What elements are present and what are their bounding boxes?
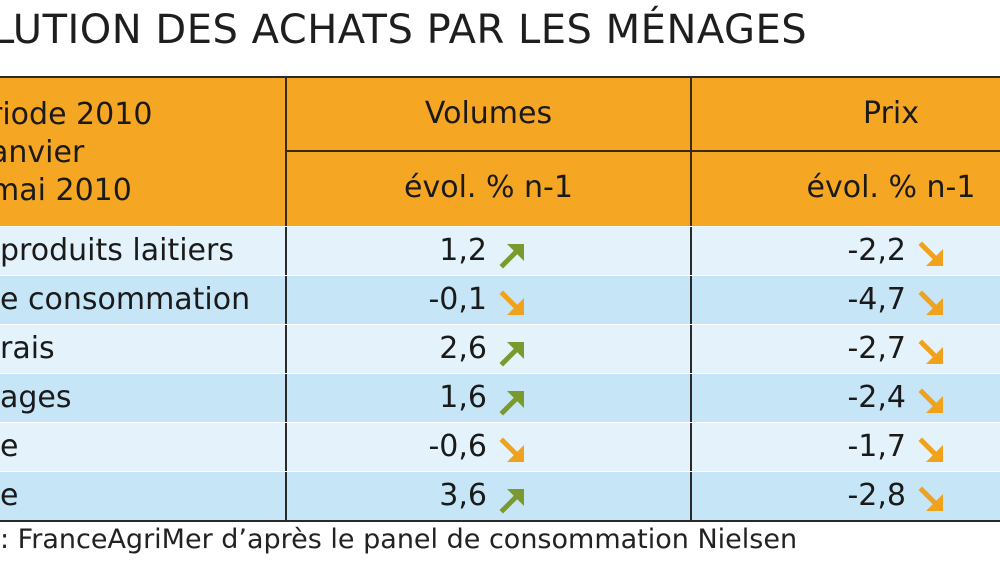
- arrow-down-icon: [916, 384, 946, 414]
- prix-value: -2,2: [847, 233, 906, 268]
- table-header: riode 2010 anvier mai 2010 Volumes Prix …: [0, 76, 1000, 226]
- volumes-evol-header: évol. % n-1: [404, 170, 573, 205]
- row-divider-2: [690, 374, 692, 422]
- period-line-1: riode 2010: [0, 97, 153, 132]
- arrow-down-icon: [916, 433, 946, 463]
- arrow-down-icon: [916, 482, 946, 512]
- table-row: rais 2,6 -2,7: [0, 324, 1000, 373]
- period-header: riode 2010 anvier mai 2010: [0, 96, 285, 210]
- volumes-value: 1,6: [439, 380, 487, 415]
- row-divider-1: [285, 276, 287, 324]
- row-divider-2: [690, 423, 692, 471]
- prix-value: -4,7: [847, 282, 906, 317]
- source-note: : FranceAgriMer d’après le panel de cons…: [0, 524, 798, 555]
- row-label: produits laitiers: [0, 233, 234, 268]
- table-row: e -0,6 -1,7: [0, 422, 1000, 471]
- row-divider-1: [285, 472, 287, 520]
- arrow-up-icon: [497, 482, 527, 514]
- volumes-value: 2,6: [439, 331, 487, 366]
- header-divider-2: [690, 78, 692, 226]
- table-row: ages 1,6 -2,4: [0, 373, 1000, 422]
- header-divider-1: [285, 78, 287, 226]
- arrow-down-icon: [497, 286, 527, 316]
- arrow-down-icon: [497, 433, 527, 463]
- row-divider-1: [285, 374, 287, 422]
- row-divider-2: [690, 472, 692, 520]
- chart-title: LUTION DES ACHATS PAR LES MÉNAGES: [0, 7, 808, 53]
- table-row: produits laitiers 1,2 -2,2: [0, 226, 1000, 275]
- volumes-value: -0,1: [428, 282, 487, 317]
- row-divider-1: [285, 325, 287, 373]
- arrow-up-icon: [497, 335, 527, 367]
- row-divider-2: [690, 325, 692, 373]
- arrow-down-icon: [916, 335, 946, 365]
- volumes-value: -0,6: [428, 429, 487, 464]
- row-divider-1: [285, 227, 287, 275]
- prix-value: -2,4: [847, 380, 906, 415]
- table-row: e consommation -0,1 -4,7: [0, 275, 1000, 324]
- table-body: produits laitiers 1,2 -2,2 e consommation -0…: [0, 226, 1000, 522]
- volumes-value: 1,2: [439, 233, 487, 268]
- row-divider-1: [285, 423, 287, 471]
- period-line-3: mai 2010: [0, 173, 132, 208]
- table-row: e 3,6 -2,8: [0, 471, 1000, 520]
- volumes-value: 3,6: [439, 478, 487, 513]
- prix-value: -2,7: [847, 331, 906, 366]
- row-label: rais: [0, 331, 55, 366]
- period-line-2: anvier: [0, 135, 85, 170]
- prix-evol-header: évol. % n-1: [806, 170, 976, 205]
- arrow-up-icon: [497, 237, 527, 269]
- prix-value: -1,7: [847, 429, 906, 464]
- arrow-down-icon: [916, 286, 946, 316]
- row-divider-2: [690, 276, 692, 324]
- arrow-down-icon: [916, 237, 946, 267]
- volumes-header: Volumes: [424, 96, 553, 131]
- row-label: e consommation: [0, 282, 251, 317]
- row-label: e: [0, 429, 19, 464]
- data-table: riode 2010 anvier mai 2010 Volumes Prix …: [0, 76, 1000, 522]
- row-label: e: [0, 478, 19, 513]
- prix-header: Prix: [863, 96, 919, 131]
- row-divider-2: [690, 227, 692, 275]
- prix-value: -2,8: [847, 478, 906, 513]
- table-bottom-border: [0, 520, 1000, 522]
- arrow-up-icon: [497, 384, 527, 416]
- row-label: ages: [0, 380, 72, 415]
- header-divider-horizontal: [285, 150, 1000, 152]
